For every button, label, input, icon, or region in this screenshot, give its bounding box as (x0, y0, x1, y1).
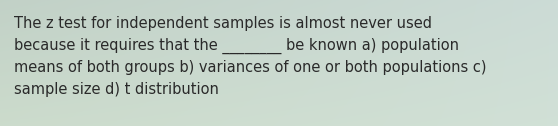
Text: sample size d) t distribution: sample size d) t distribution (14, 82, 219, 97)
Text: means of both groups b) variances of one or both populations c): means of both groups b) variances of one… (14, 60, 487, 75)
Text: because it requires that the ________ be known a) population: because it requires that the ________ be… (14, 38, 459, 54)
Text: The z test for independent samples is almost never used: The z test for independent samples is al… (14, 16, 432, 31)
